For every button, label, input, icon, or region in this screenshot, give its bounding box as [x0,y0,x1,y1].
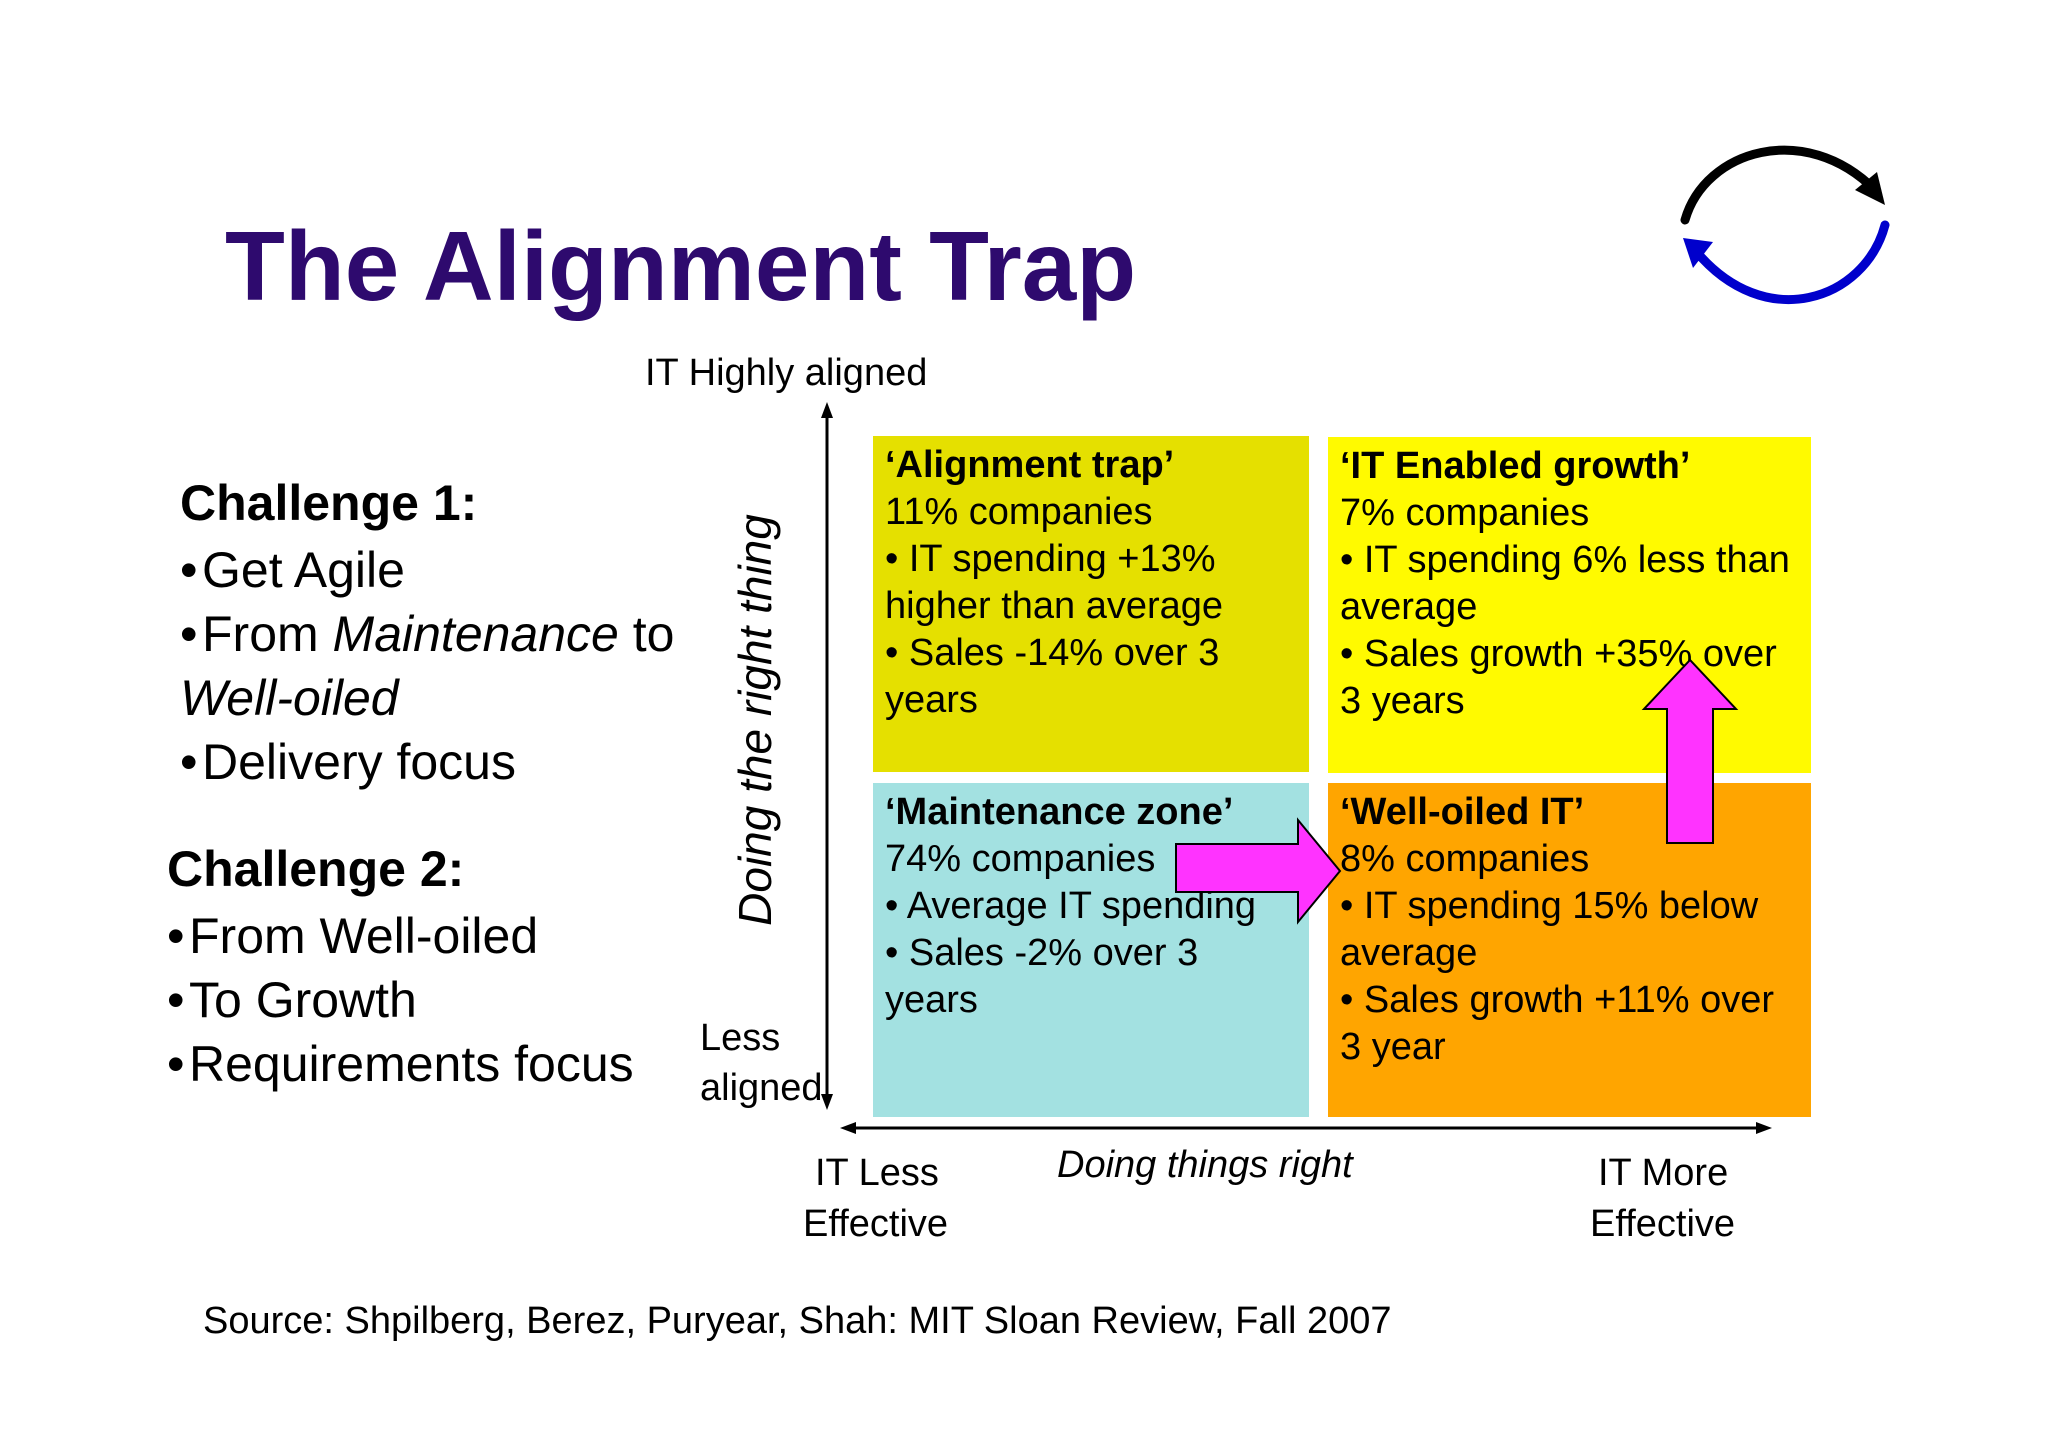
y-axis-bottom-arrowhead [821,1094,833,1110]
quadrant-line: • Sales growth +35% over [1340,633,1777,675]
cycle-arrows-icon [1680,145,1890,304]
x-axis-right-label-1: IT More [1598,1152,1729,1194]
challenge-2-bullet-2: •To Growth [167,972,417,1028]
quadrant-line: • Sales growth +11% over [1340,979,1774,1021]
y-axis-bottom-label-1: Less [700,1017,781,1059]
quadrant-line: • Sales -14% over 3 [885,632,1220,674]
quadrant-line: • Average IT spending [885,885,1257,927]
x-axis-left-label-2: Effective [803,1203,949,1245]
quadrant-line: average [1340,932,1478,974]
quadrant-line: 8% companies [1340,838,1590,880]
quadrant-title: ‘Well-oiled IT’ [1340,791,1585,833]
source-citation: Source: Shpilberg, Berez, Puryear, Shah:… [203,1300,1392,1342]
quadrant-line: average [1340,586,1478,628]
quadrant-line: 3 years [1340,680,1465,722]
quadrant-line: 3 year [1340,1026,1446,1068]
x-axis-left-arrowhead [840,1122,856,1134]
challenge-1-bullet-2: •From Maintenance to [180,606,675,662]
quadrant-line: higher than average [885,585,1224,627]
quadrant-maintenance-zone: ‘Maintenance zone’ 74% companies • Avera… [873,783,1309,1117]
quadrant-line: years [885,979,978,1021]
challenge-1-bullet-2-cont: Well-oiled [180,670,399,726]
quadrant-line: 11% companies [885,491,1153,533]
y-axis-title: Doing the right thing [729,514,781,926]
quadrant-it-enabled-growth: ‘IT Enabled growth’ 7% companies • IT sp… [1328,437,1811,773]
quadrant-alignment-trap: ‘Alignment trap’ 11% companies • IT spen… [873,436,1309,772]
x-axis-left-label-1: IT Less [815,1152,939,1194]
quadrant-title: ‘Maintenance zone’ [885,791,1234,833]
quadrant-line: 74% companies [885,838,1156,880]
quadrant-well-oiled-it: ‘Well-oiled IT’ 8% companies • IT spendi… [1328,783,1811,1117]
y-axis-top-label: IT Highly aligned [645,352,928,394]
quadrant-line: • IT spending 15% below [1340,885,1759,927]
page-title: The Alignment Trap [225,211,1137,321]
x-axis-right-arrowhead [1756,1122,1772,1134]
challenge-2-heading: Challenge 2: [167,841,465,897]
quadrant-line: • Sales -2% over 3 [885,932,1199,974]
y-axis-top-arrowhead [821,402,833,418]
quadrant-line: • IT spending +13% [885,538,1216,580]
challenge-2-bullet-3: •Requirements focus [167,1036,634,1092]
challenge-1-heading: Challenge 1: [180,475,478,531]
y-axis-bottom-label-2: aligned [700,1067,823,1109]
quadrant-title: ‘IT Enabled growth’ [1340,445,1691,487]
challenge-1-bullet-1: •Get Agile [180,542,405,598]
x-axis-title: Doing things right [1057,1144,1353,1186]
quadrant-line: • IT spending 6% less than [1340,539,1790,581]
quadrant-line: years [885,679,978,721]
x-axis-right-label-2: Effective [1590,1203,1736,1245]
quadrant-line: 7% companies [1340,492,1590,534]
challenge-2-bullet-1: •From Well-oiled [167,908,539,964]
challenge-1-bullet-3: •Delivery focus [180,734,516,790]
quadrant-title: ‘Alignment trap’ [885,444,1175,486]
